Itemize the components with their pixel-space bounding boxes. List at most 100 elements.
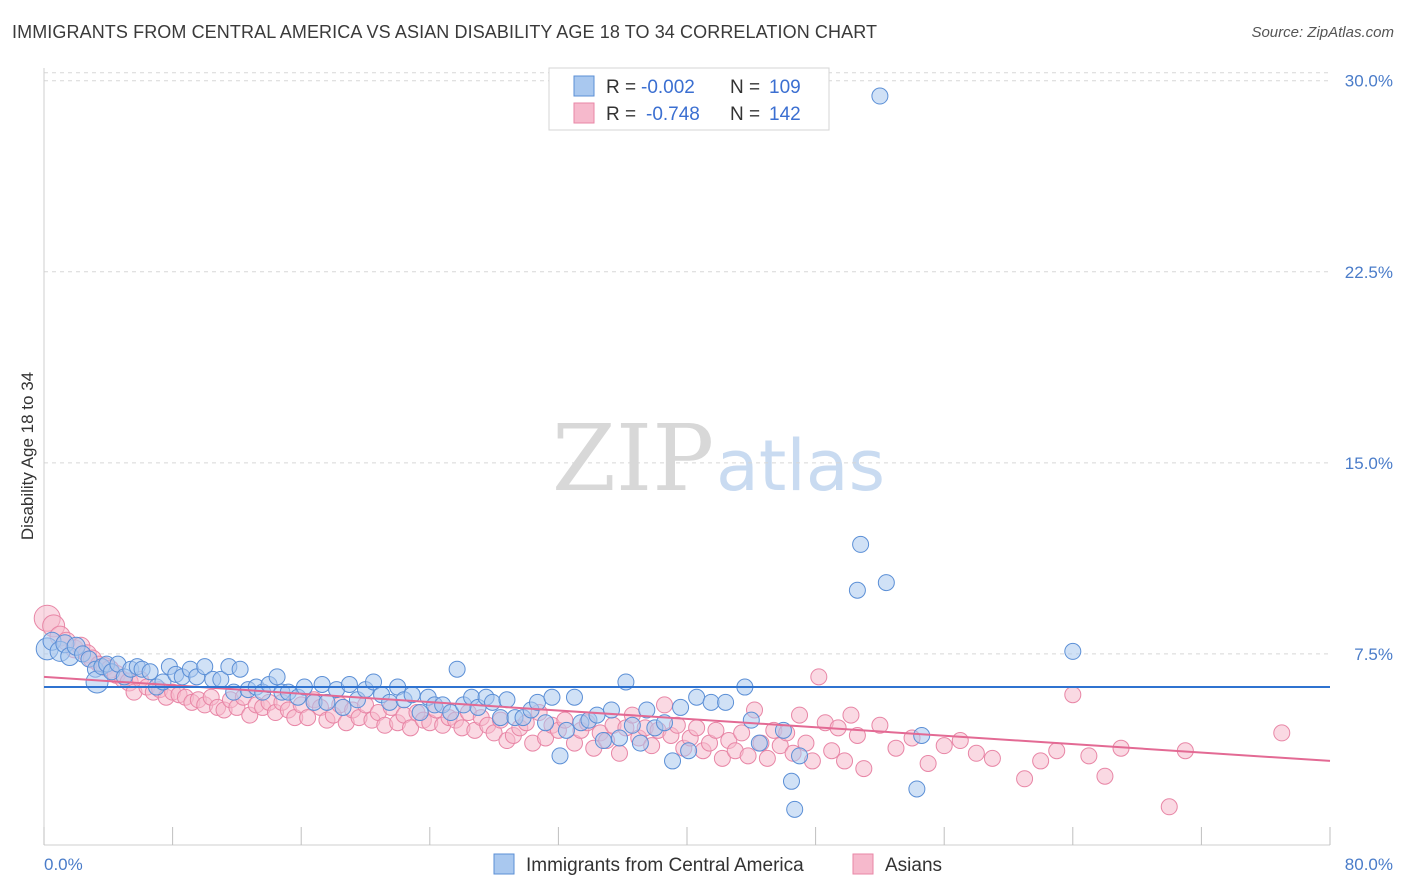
x-tick-label-max: 80.0%: [1345, 855, 1393, 874]
data-point-central-america: [231, 660, 249, 678]
data-point-central-america: [313, 676, 331, 694]
data-point-central-america: [664, 752, 682, 770]
data-point-asians: [951, 732, 969, 750]
y-axis-label: Disability Age 18 to 34: [18, 372, 37, 540]
bottom-legend-swatch-blue: [493, 853, 515, 875]
data-point-central-america: [877, 574, 895, 592]
data-point-asians: [1032, 752, 1050, 770]
data-point-central-america: [717, 693, 735, 711]
data-point-central-america: [871, 87, 889, 105]
y-tick-label: 22.5%: [1345, 263, 1393, 282]
series-legend: Immigrants from Central America Asians: [493, 853, 942, 876]
data-point-asians: [823, 742, 841, 760]
data-point-central-america: [631, 734, 649, 752]
data-point-central-america: [638, 701, 656, 719]
data-point-asians: [791, 706, 809, 724]
data-point-asians: [848, 726, 866, 744]
data-point-central-america: [594, 732, 612, 750]
data-point-central-america: [672, 698, 690, 716]
data-point-central-america: [448, 660, 466, 678]
data-point-asians: [983, 749, 1001, 767]
chart-title: IMMIGRANTS FROM CENTRAL AMERICA VS ASIAN…: [12, 22, 878, 42]
data-point-central-america: [442, 704, 460, 722]
trendline-asians: [43, 675, 1331, 762]
data-point-central-america: [786, 800, 804, 818]
legend-r-label-1: R =: [606, 77, 636, 98]
data-point-asians: [887, 739, 905, 757]
y-tick-label: 30.0%: [1345, 72, 1393, 91]
data-point-asians: [299, 709, 317, 727]
data-point-central-america: [908, 780, 926, 798]
legend-n-label-1: N =: [730, 77, 760, 98]
trendlines: [43, 675, 1331, 762]
y-tick-label: 15.0%: [1345, 454, 1393, 473]
watermark-atlas: atlas: [716, 425, 885, 507]
data-point-asians: [836, 752, 854, 770]
data-point-asians: [919, 754, 937, 772]
data-point-central-america: [623, 716, 641, 734]
chart-source: Source: ZipAtlas.com: [1251, 24, 1394, 41]
data-point-central-america: [318, 693, 336, 711]
data-point-central-america: [268, 668, 286, 686]
data-point-central-america: [551, 747, 569, 765]
data-point-central-america: [702, 693, 720, 711]
data-point-central-america: [1064, 642, 1082, 660]
data-point-asians: [855, 760, 873, 778]
data-point-central-america: [340, 676, 358, 694]
data-point-asians: [707, 721, 725, 739]
data-point-asians: [935, 737, 953, 755]
legend-n-label-2: N =: [730, 104, 760, 125]
data-point-central-america: [848, 581, 866, 599]
data-point-asians: [1160, 798, 1178, 816]
data-point-central-america: [334, 698, 352, 716]
data-point-central-america: [141, 663, 159, 681]
data-point-asians: [1016, 770, 1034, 788]
data-point-central-america: [742, 711, 760, 729]
data-point-central-america: [655, 714, 673, 732]
data-point-central-america: [750, 734, 768, 752]
data-point-asians: [610, 744, 628, 762]
x-axis-ticks: [43, 827, 1331, 845]
legend-n-value-1: 109: [769, 77, 801, 98]
legend-swatch-blue: [573, 75, 595, 97]
data-point-central-america: [852, 535, 870, 553]
legend-r-value-1: -0.002: [641, 77, 695, 98]
data-point-asians: [402, 719, 420, 737]
bottom-legend-swatch-pink: [852, 853, 874, 875]
data-point-asians: [842, 706, 860, 724]
data-point-asians: [871, 716, 889, 734]
stats-legend: R = -0.002 N = 109 R = -0.748 N = 142: [548, 67, 830, 131]
legend-r-label-2: R =: [606, 104, 636, 125]
legend-swatch-pink: [573, 102, 595, 124]
data-point-central-america: [610, 729, 628, 747]
bottom-legend-label-1: Immigrants from Central America: [526, 855, 804, 876]
data-point-central-america: [381, 693, 399, 711]
data-point-central-america: [782, 772, 800, 790]
watermark-zip: ZIP: [552, 405, 714, 512]
data-point-asians: [733, 724, 751, 742]
data-point-central-america: [791, 747, 809, 765]
data-point-asians: [1080, 747, 1098, 765]
gridlines: [44, 72, 1330, 655]
data-point-central-america: [602, 701, 620, 719]
data-point-asians: [655, 696, 673, 714]
data-point-central-america: [537, 714, 555, 732]
data-point-central-america: [498, 691, 516, 709]
legend-n-value-2: 142: [769, 104, 801, 125]
data-point-central-america: [617, 673, 635, 691]
data-point-central-america: [688, 688, 706, 706]
y-tick-labels: 7.5% 15.0% 22.5% 30.0%: [1345, 72, 1393, 664]
data-point-central-america: [680, 742, 698, 760]
data-point-central-america: [588, 706, 606, 724]
data-point-asians: [967, 744, 985, 762]
data-point-central-america: [196, 658, 214, 676]
data-point-central-america: [154, 673, 172, 691]
data-point-asians: [713, 749, 731, 767]
data-point-central-america: [565, 688, 583, 706]
data-point-central-america: [543, 688, 561, 706]
data-point-asians: [810, 668, 828, 686]
central-america-points: [35, 87, 1082, 818]
data-point-asians: [1064, 686, 1082, 704]
data-point-central-america: [492, 709, 510, 727]
